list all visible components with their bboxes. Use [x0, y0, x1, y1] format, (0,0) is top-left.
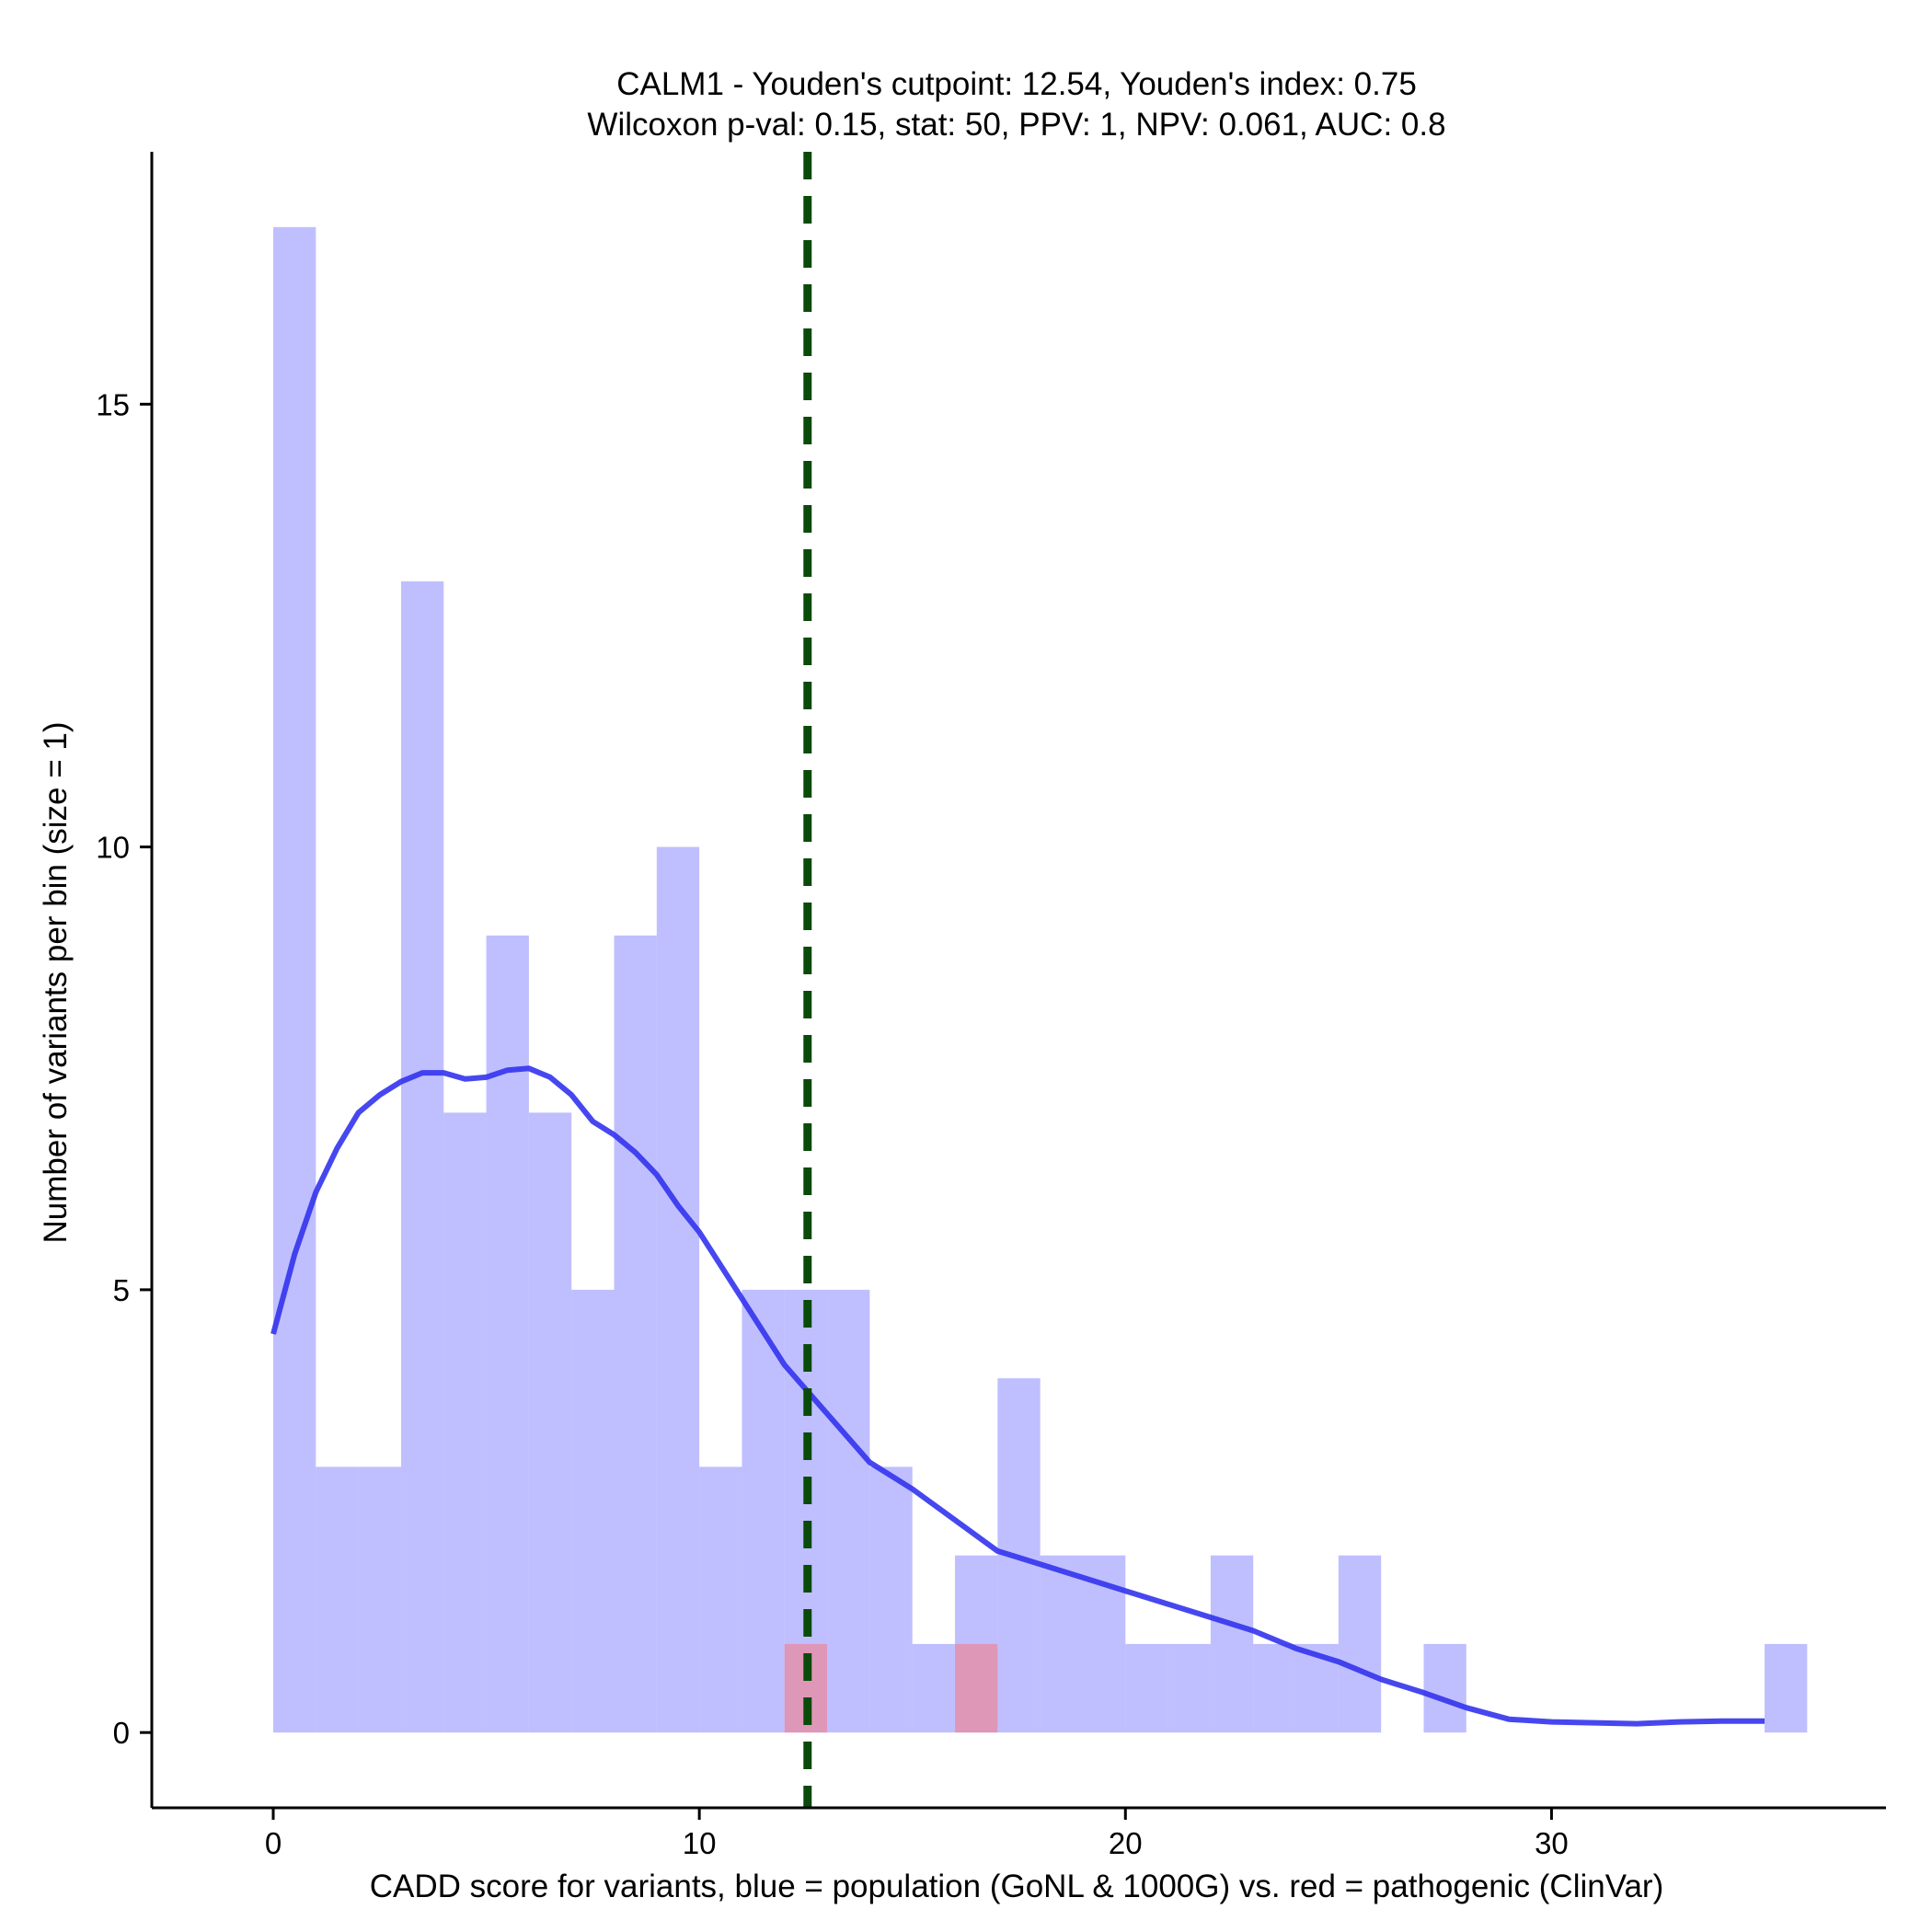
population-bar-27 — [1423, 1643, 1466, 1733]
population-bar-1 — [316, 1466, 359, 1733]
population-bar-2 — [358, 1466, 401, 1733]
population-bar-6 — [528, 1112, 572, 1733]
population-bar-15 — [912, 1643, 956, 1733]
population-bar-0 — [272, 226, 316, 1733]
axes: 0 10 20 30 0 5 10 15 — [96, 152, 1886, 1860]
chart-title-line2: Wilcoxon p-val: 0.15, stat: 50, PPV: 1, … — [587, 107, 1445, 143]
population-bar-23 — [1253, 1643, 1296, 1733]
population-bar-5 — [486, 935, 529, 1733]
x-tick-label-30: 30 — [1535, 1826, 1569, 1860]
population-bar-13 — [827, 1289, 870, 1733]
population-bars — [272, 226, 1808, 1733]
x-axis-label: CADD score for variants, blue = populati… — [370, 1869, 1664, 1904]
x-tick-label-10: 10 — [683, 1826, 717, 1860]
y-tick-label-0: 0 — [113, 1716, 130, 1750]
y-tick-label-15: 15 — [96, 387, 130, 421]
x-tick-label-20: 20 — [1109, 1826, 1143, 1860]
population-bar-11 — [742, 1289, 785, 1733]
population-bar-20 — [1125, 1643, 1168, 1733]
x-tick-label-0: 0 — [265, 1826, 282, 1860]
population-bar-8 — [614, 935, 657, 1733]
population-bar-14 — [869, 1466, 913, 1733]
y-tick-label-10: 10 — [96, 831, 130, 865]
y-tick-label-5: 5 — [113, 1273, 130, 1307]
population-bar-7 — [571, 1289, 615, 1733]
population-bar-22 — [1210, 1555, 1254, 1733]
population-bar-3 — [400, 581, 444, 1733]
population-bar-25 — [1338, 1555, 1382, 1733]
population-bar-10 — [699, 1466, 742, 1733]
y-axis-label: Number of variants per bin (size = 1) — [38, 721, 74, 1243]
population-bar-9 — [656, 846, 700, 1733]
pathogenic-bar-16 — [955, 1643, 998, 1733]
population-bar-21 — [1167, 1643, 1211, 1733]
population-bar-35 — [1765, 1643, 1808, 1733]
population-bar-18 — [1040, 1555, 1083, 1733]
population-bar-4 — [443, 1112, 487, 1733]
pathogenic-bars — [784, 1643, 998, 1733]
chart-title-line1: CALM1 - Youden's cutpoint: 12.54, Youden… — [616, 66, 1417, 102]
